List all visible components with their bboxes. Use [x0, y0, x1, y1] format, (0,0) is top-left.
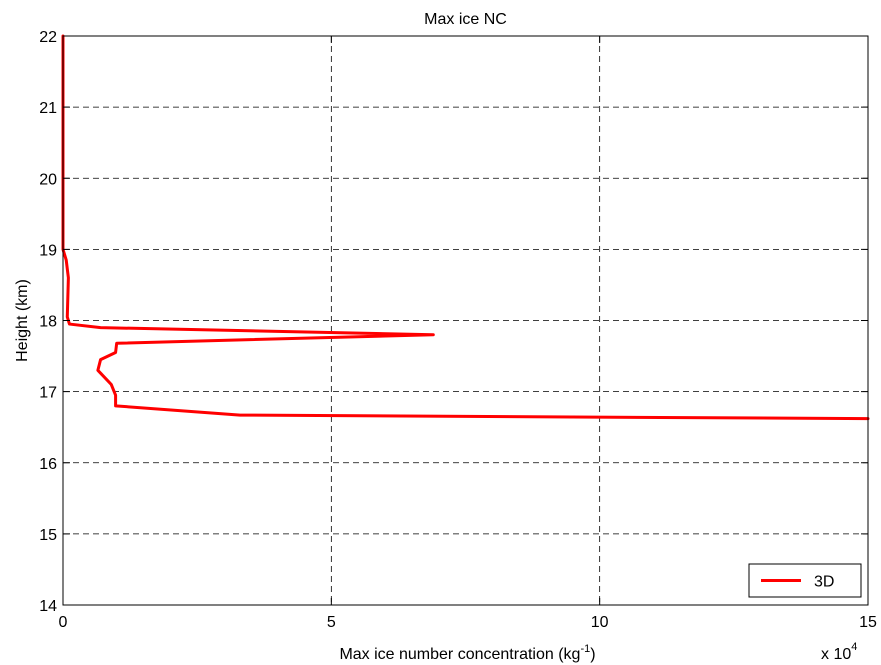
- y-tick-label: 22: [39, 29, 57, 46]
- x-axis-label: Max ice number concentration (kg-1): [339, 643, 595, 663]
- x-tick-label: 10: [591, 614, 609, 631]
- y-tick-label: 15: [39, 527, 57, 544]
- x-axis-multiplier-exponent: 4: [851, 641, 857, 653]
- y-tick-label: 18: [39, 314, 57, 331]
- x-axis-label-text: Max ice number concentration (kg: [339, 646, 580, 663]
- y-tick-label: 19: [39, 242, 57, 259]
- x-axis-label-superscript: -1: [580, 643, 590, 655]
- x-tick-labels: 0 5 10 15: [59, 614, 877, 631]
- x-axis-multiplier-base: x 10: [821, 646, 851, 663]
- y-tick-label: 16: [39, 456, 57, 473]
- y-tick-label: 17: [39, 385, 57, 402]
- x-axis-multiplier: x 104: [821, 641, 857, 663]
- grid-lines: [63, 36, 868, 605]
- x-tick-label: 5: [327, 614, 336, 631]
- y-axis-label: Height (km): [14, 279, 31, 362]
- chart-title: Max ice NC: [424, 11, 507, 28]
- y-tick-labels: 14 15 16 17 18 19 20 21 22: [39, 29, 57, 615]
- tick-marks: [62, 35, 869, 606]
- x-tick-label: 15: [859, 614, 877, 631]
- y-tick-label: 21: [39, 100, 57, 117]
- legend: 3D: [748, 563, 862, 598]
- y-tick-label: 20: [39, 171, 57, 188]
- x-tick-label: 0: [59, 614, 68, 631]
- legend-label-3d: 3D: [814, 574, 834, 591]
- y-tick-label: 14: [39, 598, 57, 615]
- x-axis-label-suffix: ): [590, 646, 595, 663]
